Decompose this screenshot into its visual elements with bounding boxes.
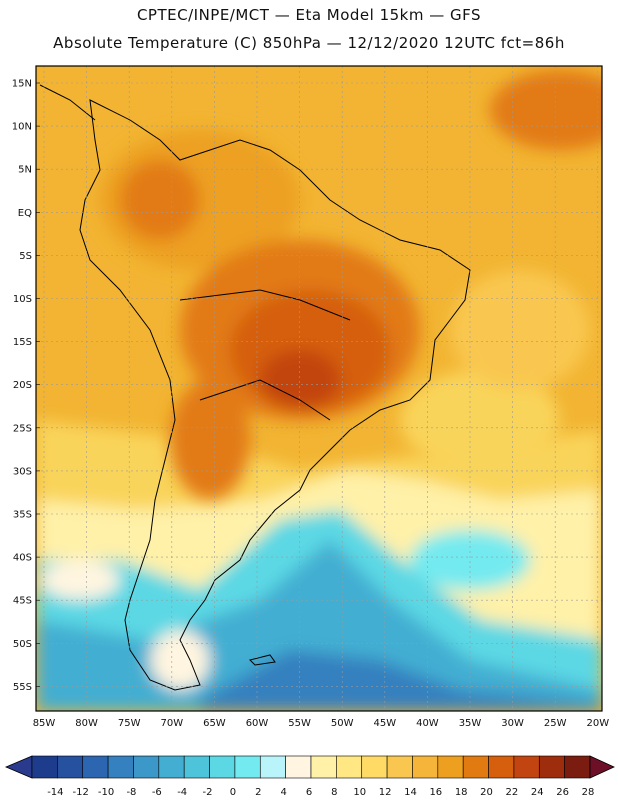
colorbar-swatch <box>361 755 388 779</box>
lat-label: 50S <box>13 639 32 650</box>
colorbar-swatch <box>57 755 84 779</box>
colorbar-label: 12 <box>379 787 392 798</box>
colorbar-swatch <box>259 755 286 779</box>
title-line-1: CPTEC/INPE/MCT — Eta Model 15km — GFS <box>136 6 482 24</box>
colorbar-label: 20 <box>480 787 493 798</box>
colorbar-label: -8 <box>126 787 136 798</box>
colorbar: -14 -12 -10 -8 -6 -4 -2 0 2 4 6 8 10 12 14 16 18 20 22 24 26… <box>4 755 615 798</box>
lon-label: 25W <box>544 718 567 729</box>
colorbar-label: 26 <box>556 787 569 798</box>
colorbar-label: -4 <box>177 787 187 798</box>
colorbar-label: 10 <box>353 787 366 798</box>
colorbar-low-arrow <box>4 755 33 779</box>
colorbar-swatch <box>31 755 58 779</box>
map-frame <box>35 65 603 712</box>
lat-label: 5N <box>18 165 32 176</box>
lon-label: 85W <box>33 718 56 729</box>
lat-label: 55S <box>13 682 32 693</box>
lon-label: 65W <box>203 718 226 729</box>
lat-label: 40S <box>13 553 32 564</box>
colorbar-label: -12 <box>73 787 89 798</box>
colorbar-label: -10 <box>98 787 114 798</box>
title-line-2: Absolute Temperature (C) 850hPa — 12/12/… <box>53 34 565 52</box>
colorbar-label: 4 <box>280 787 286 798</box>
colorbar-label: 18 <box>455 787 468 798</box>
colorbar-label: 28 <box>582 787 595 798</box>
colorbar-swatch <box>336 755 363 779</box>
colorbar-swatch <box>513 755 540 779</box>
colorbar-swatch <box>82 755 109 779</box>
colorbar-label: 2 <box>255 787 261 798</box>
colorbar-swatch <box>183 755 210 779</box>
lat-label: 10S <box>13 294 32 305</box>
lat-label: 25S <box>13 423 32 434</box>
colorbar-swatch <box>133 755 160 779</box>
colorbar-swatch <box>107 755 134 779</box>
colorbar-swatch <box>158 755 185 779</box>
longitude-labels: 85W 80W 75W 70W 65W 60W 55W 50W 45W 40W 35W 30W 25W 2… <box>33 718 610 729</box>
colorbar-label: -2 <box>203 787 213 798</box>
colorbar-swatch <box>310 755 337 779</box>
colorbar-label: 8 <box>331 787 337 798</box>
lon-label: 80W <box>75 718 98 729</box>
lon-label: 30W <box>501 718 524 729</box>
lat-label: 35S <box>13 510 32 521</box>
colorbar-label: 24 <box>531 787 544 798</box>
latitude-labels: 15N 10N 5N EQ 5S 10S 15S 20S 25S 30S 35S 40S 45S 50S 5… <box>12 79 32 693</box>
colorbar-swatch <box>412 755 439 779</box>
graticule <box>36 66 602 711</box>
lon-label: 60W <box>246 718 269 729</box>
lat-label: 10N <box>12 122 32 133</box>
lat-label: 30S <box>13 466 32 477</box>
lat-label: 5S <box>19 251 32 262</box>
colorbar-label: 0 <box>230 787 236 798</box>
colorbar-label: 22 <box>506 787 519 798</box>
colorbar-swatch <box>437 755 464 779</box>
lat-label: 15S <box>13 337 32 348</box>
lat-label: 45S <box>13 596 32 607</box>
colorbar-label: 16 <box>429 787 442 798</box>
lon-label: 40W <box>416 718 439 729</box>
colorbar-swatch <box>538 755 565 779</box>
colorbar-swatch <box>564 755 591 779</box>
lon-label: 20W <box>586 718 609 729</box>
colorbar-swatch <box>386 755 413 779</box>
colorbar-label: -14 <box>47 787 63 798</box>
temperature-field <box>36 66 602 711</box>
lon-label: 70W <box>160 718 183 729</box>
colorbar-high-arrow <box>589 755 615 779</box>
colorbar-swatch <box>462 755 489 779</box>
lon-label: 35W <box>459 718 482 729</box>
lon-label: 55W <box>288 718 311 729</box>
lat-label: EQ <box>18 208 32 219</box>
colorbar-label: 14 <box>404 787 417 798</box>
colorbar-label: -6 <box>152 787 162 798</box>
lon-label: 50W <box>331 718 354 729</box>
colorbar-swatch <box>488 755 515 779</box>
lat-label: 20S <box>13 380 32 391</box>
colorbar-swatch <box>209 755 236 779</box>
colorbar-swatch <box>285 755 312 779</box>
lon-label: 75W <box>118 718 141 729</box>
colorbar-swatch <box>234 755 261 779</box>
coastline <box>39 84 471 691</box>
colorbar-label: 6 <box>306 787 312 798</box>
lat-label: 15N <box>12 79 32 90</box>
lon-label: 45W <box>373 718 396 729</box>
